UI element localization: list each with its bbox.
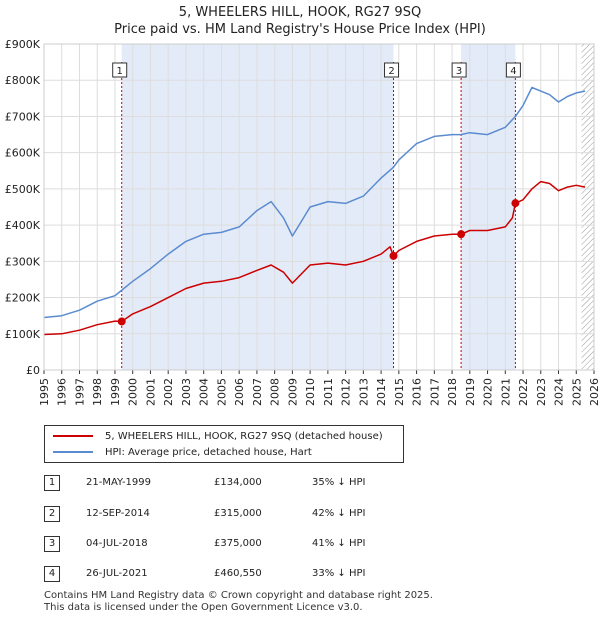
- x-tick-label: 2018: [446, 378, 459, 406]
- x-tick-label: 2001: [144, 378, 157, 406]
- x-tick-label: 2006: [233, 378, 246, 406]
- sale-label-box: [384, 62, 400, 78]
- sale-label-box: [451, 62, 467, 78]
- y-tick-label: £0: [26, 364, 40, 377]
- x-tick-label: 2011: [322, 378, 335, 406]
- x-tick-label: 2025: [570, 378, 583, 406]
- legend-swatch-property: [53, 435, 93, 437]
- x-tick-label: 2020: [482, 378, 495, 406]
- sale-label: 4: [510, 66, 516, 77]
- transaction-date: 04-JUL-2018: [86, 538, 148, 549]
- transaction-price: £460,550: [214, 568, 262, 579]
- legend-label-property: 5, WHEELERS HILL, HOOK, RG27 9SQ (detach…: [105, 430, 383, 442]
- x-tick-label: 2010: [304, 378, 317, 406]
- x-tick-label: 2017: [428, 378, 441, 406]
- x-tick-label: 2016: [411, 378, 424, 406]
- series-line-property: [43, 180, 586, 336]
- x-tick-label: 2008: [269, 378, 282, 406]
- sale-label: 2: [388, 66, 394, 77]
- transaction-date: 12-SEP-2014: [86, 508, 150, 519]
- x-tick-label: 2021: [499, 378, 512, 406]
- ownership-shade: [461, 44, 516, 370]
- x-tick-label: 2007: [251, 378, 264, 406]
- sale-point: [117, 317, 126, 326]
- x-tick-label: 2004: [198, 378, 211, 406]
- sale-point: [457, 230, 466, 239]
- ownership-shade: [121, 44, 394, 370]
- x-tick-label: 2019: [464, 378, 477, 406]
- hatched-region: [581, 44, 594, 370]
- price-chart: 1 2 3 4 £0 £100K £200K £300K £400K £500K £600K £70…: [5, 38, 600, 406]
- x-tick-label: 2014: [375, 378, 388, 406]
- x-tick-label: 2003: [180, 378, 193, 406]
- sale-label-box: [112, 62, 128, 78]
- sale-point: [511, 199, 520, 208]
- x-tick-label: 2013: [357, 378, 370, 406]
- transaction-price: £315,000: [214, 508, 262, 519]
- x-tick-label: 2002: [162, 378, 175, 406]
- transaction-hpi-diff: 33% ↓ HPI: [312, 568, 366, 579]
- transaction-number: 3: [44, 536, 60, 552]
- x-tick-label: 2023: [535, 378, 548, 406]
- y-tick-label: £400K: [5, 219, 41, 232]
- legend-swatch-hpi: [53, 451, 93, 453]
- sale-label: 1: [117, 66, 123, 77]
- transaction-date: 26-JUL-2021: [86, 568, 148, 579]
- series-line-hpi: [43, 86, 586, 319]
- footer-copyright: Contains HM Land Registry data © Crown c…: [44, 590, 433, 601]
- x-tick-label: 2005: [215, 378, 228, 406]
- x-tick-label: 1995: [38, 378, 51, 406]
- y-tick-label: £600K: [5, 147, 41, 160]
- table-row: 4 26-JUL-2021 £460,550 33% ↓ HPI: [44, 564, 394, 584]
- legend-item-hpi: HPI: Average price, detached house, Hart: [53, 445, 312, 459]
- table-row: 1 21-MAY-1999 £134,000 35% ↓ HPI: [44, 473, 394, 493]
- transaction-number: 1: [44, 475, 60, 491]
- chart-title: 5, WHEELERS HILL, HOOK, RG27 9SQ: [178, 5, 422, 20]
- chart-subtitle: Price paid vs. HM Land Registry's House …: [114, 22, 486, 37]
- x-tick-label: 2022: [517, 378, 530, 406]
- x-tick-label: 1996: [56, 378, 69, 406]
- sale-label-box: [505, 62, 521, 78]
- y-tick-label: £200K: [5, 292, 41, 305]
- transaction-hpi-diff: 42% ↓ HPI: [312, 508, 366, 519]
- footer-licence: This data is licensed under the Open Gov…: [44, 602, 363, 613]
- x-tick-label: 2015: [393, 378, 406, 406]
- transaction-hpi-diff: 41% ↓ HPI: [312, 538, 366, 549]
- legend-item-property: 5, WHEELERS HILL, HOOK, RG27 9SQ (detach…: [53, 429, 383, 443]
- y-tick-label: £800K: [5, 74, 41, 87]
- legend: 5, WHEELERS HILL, HOOK, RG27 9SQ (detach…: [44, 425, 404, 463]
- sale-label: 3: [456, 66, 462, 77]
- x-tick-label: 1998: [91, 378, 104, 406]
- x-tick-label: 2024: [553, 378, 566, 406]
- x-tick-label: 1997: [73, 378, 86, 406]
- x-tick-label: 2026: [588, 378, 600, 406]
- x-tick-label: 2009: [286, 378, 299, 406]
- x-tick-label: 2000: [127, 378, 140, 406]
- y-tick-label: £100K: [5, 328, 41, 341]
- legend-label-hpi: HPI: Average price, detached house, Hart: [105, 446, 312, 458]
- x-tick-label: 1999: [109, 378, 122, 406]
- y-tick-label: £900K: [5, 38, 41, 51]
- table-row: 3 04-JUL-2018 £375,000 41% ↓ HPI: [44, 534, 394, 554]
- y-tick-label: £300K: [5, 255, 41, 268]
- y-tick-label: £500K: [5, 183, 41, 196]
- transaction-date: 21-MAY-1999: [86, 477, 152, 488]
- transaction-number: 2: [44, 506, 60, 522]
- transaction-price: £375,000: [214, 538, 262, 549]
- sale-point: [389, 251, 398, 260]
- table-row: 2 12-SEP-2014 £315,000 42% ↓ HPI: [44, 504, 394, 524]
- transaction-price: £134,000: [214, 477, 262, 488]
- plot-frame: [43, 43, 595, 371]
- transaction-number: 4: [44, 566, 60, 582]
- y-tick-label: £700K: [5, 110, 41, 123]
- x-tick-label: 2012: [340, 378, 353, 406]
- transaction-hpi-diff: 35% ↓ HPI: [312, 477, 366, 488]
